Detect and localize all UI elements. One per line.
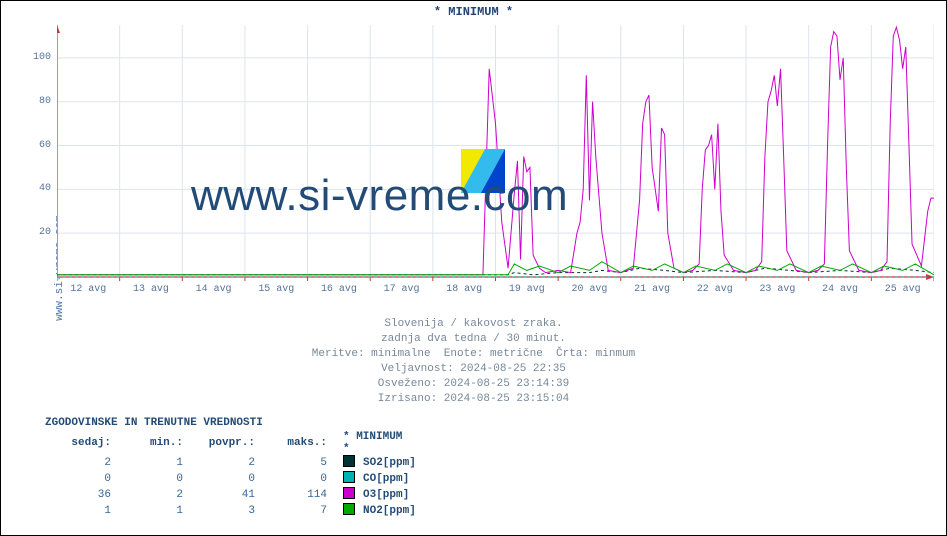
chart-container: www.si-vreme.com * MINIMUM * 12 avg 13 av… [0, 0, 947, 536]
legend-head-series: * MINIMUM * [333, 431, 417, 455]
legend-now: 1 [45, 503, 117, 519]
y-tick-label: 100 [33, 52, 51, 63]
legend-swatch [333, 487, 361, 503]
legend-row: 0000CO[ppm] [45, 471, 417, 487]
svg-text:21 avg: 21 avg [634, 283, 670, 294]
svg-text:18 avg: 18 avg [446, 283, 482, 294]
legend-head-avg: povpr.: [189, 431, 261, 455]
legend-head-now: sedaj: [45, 431, 117, 455]
caption-line-1: Slovenija / kakovost zraka. [1, 317, 946, 332]
legend-swatch [333, 471, 361, 487]
legend-avg: 3 [189, 503, 261, 519]
legend-now: 36 [45, 487, 117, 503]
legend-row: 2125SO2[ppm] [45, 455, 417, 471]
caption-line-6: Izrisano: 2024-08-25 23:15:04 [1, 392, 946, 407]
legend-avg: 41 [189, 487, 261, 503]
y-tick-label: 60 [39, 140, 51, 151]
svg-text:24 avg: 24 avg [822, 283, 858, 294]
legend-swatch [333, 503, 361, 519]
legend-now: 2 [45, 455, 117, 471]
legend-series-name: CO[ppm] [361, 471, 417, 487]
svg-text:16 avg: 16 avg [321, 283, 357, 294]
legend-head-max: maks.: [261, 431, 333, 455]
legend-avg: 2 [189, 455, 261, 471]
legend-table: sedaj: min.: povpr.: maks.: * MINIMUM * … [45, 431, 417, 519]
svg-text:25 avg: 25 avg [885, 283, 921, 294]
svg-text:17 avg: 17 avg [384, 283, 420, 294]
caption-line-2: zadnja dva tedna / 30 minut. [1, 332, 946, 347]
y-tick-label: 80 [39, 96, 51, 107]
legend-min: 2 [117, 487, 189, 503]
legend-min: 1 [117, 503, 189, 519]
legend-series-name: SO2[ppm] [361, 455, 417, 471]
legend-head-min: min.: [117, 431, 189, 455]
legend-max: 114 [261, 487, 333, 503]
svg-text:13 avg: 13 avg [133, 283, 169, 294]
legend-title: ZGODOVINSKE IN TRENUTNE VREDNOSTI [45, 417, 417, 429]
legend-avg: 0 [189, 471, 261, 487]
svg-text:19 avg: 19 avg [509, 283, 545, 294]
y-tick-label: 20 [39, 227, 51, 238]
legend-min: 0 [117, 471, 189, 487]
caption-line-3: Meritve: minimalne Enote: metrične Črta:… [1, 347, 946, 362]
legend-series-name: NO2[ppm] [361, 503, 417, 519]
legend-block: ZGODOVINSKE IN TRENUTNE VREDNOSTI sedaj:… [45, 417, 417, 519]
legend-min: 1 [117, 455, 189, 471]
legend-now: 0 [45, 471, 117, 487]
svg-text:12 avg: 12 avg [70, 283, 106, 294]
caption-line-5: Osveženo: 2024-08-25 23:14:39 [1, 377, 946, 392]
svg-text:14 avg: 14 avg [196, 283, 232, 294]
legend-series-name: O3[ppm] [361, 487, 417, 503]
chart-title: * MINIMUM * [1, 5, 946, 19]
legend-max: 7 [261, 503, 333, 519]
svg-text:20 avg: 20 avg [572, 283, 608, 294]
legend-row: 1137NO2[ppm] [45, 503, 417, 519]
legend-row: 36241114 O3[ppm] [45, 487, 417, 503]
svg-text:22 avg: 22 avg [697, 283, 733, 294]
caption-block: Slovenija / kakovost zraka. zadnja dva t… [1, 317, 946, 407]
watermark-text: www.si-vreme.com [191, 171, 934, 221]
legend-swatch [333, 455, 361, 471]
svg-text:23 avg: 23 avg [759, 283, 795, 294]
caption-line-4: Veljavnost: 2024-08-25 22:35 [1, 362, 946, 377]
legend-max: 0 [261, 471, 333, 487]
y-tick-label: 40 [39, 183, 51, 194]
legend-max: 5 [261, 455, 333, 471]
y-tick-labels: 20 40 60 80 100 [1, 25, 55, 277]
svg-text:15 avg: 15 avg [258, 283, 294, 294]
legend-header-row: sedaj: min.: povpr.: maks.: * MINIMUM * [45, 431, 417, 455]
